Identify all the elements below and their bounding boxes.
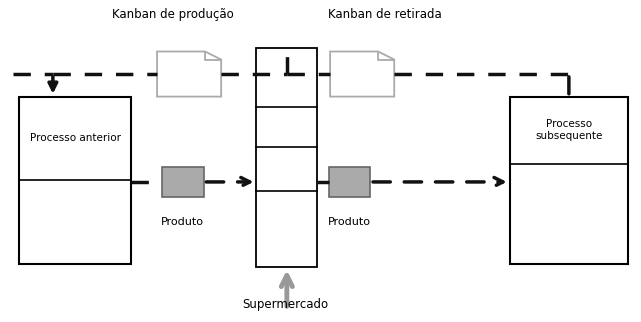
Text: Kanban de retirada: Kanban de retirada: [328, 8, 442, 21]
Text: Supermercado: Supermercado: [242, 298, 328, 311]
FancyBboxPatch shape: [510, 97, 628, 264]
FancyBboxPatch shape: [19, 97, 131, 264]
Polygon shape: [157, 52, 221, 97]
Text: Processo
subsequente: Processo subsequente: [535, 119, 603, 141]
Text: Produto: Produto: [328, 217, 371, 227]
Text: Produto: Produto: [161, 217, 204, 227]
FancyBboxPatch shape: [256, 48, 317, 267]
Polygon shape: [330, 52, 394, 97]
Text: Kanban de produção: Kanban de produção: [112, 8, 234, 21]
FancyBboxPatch shape: [329, 167, 370, 197]
Text: Processo anterior: Processo anterior: [30, 133, 121, 144]
FancyBboxPatch shape: [162, 167, 203, 197]
